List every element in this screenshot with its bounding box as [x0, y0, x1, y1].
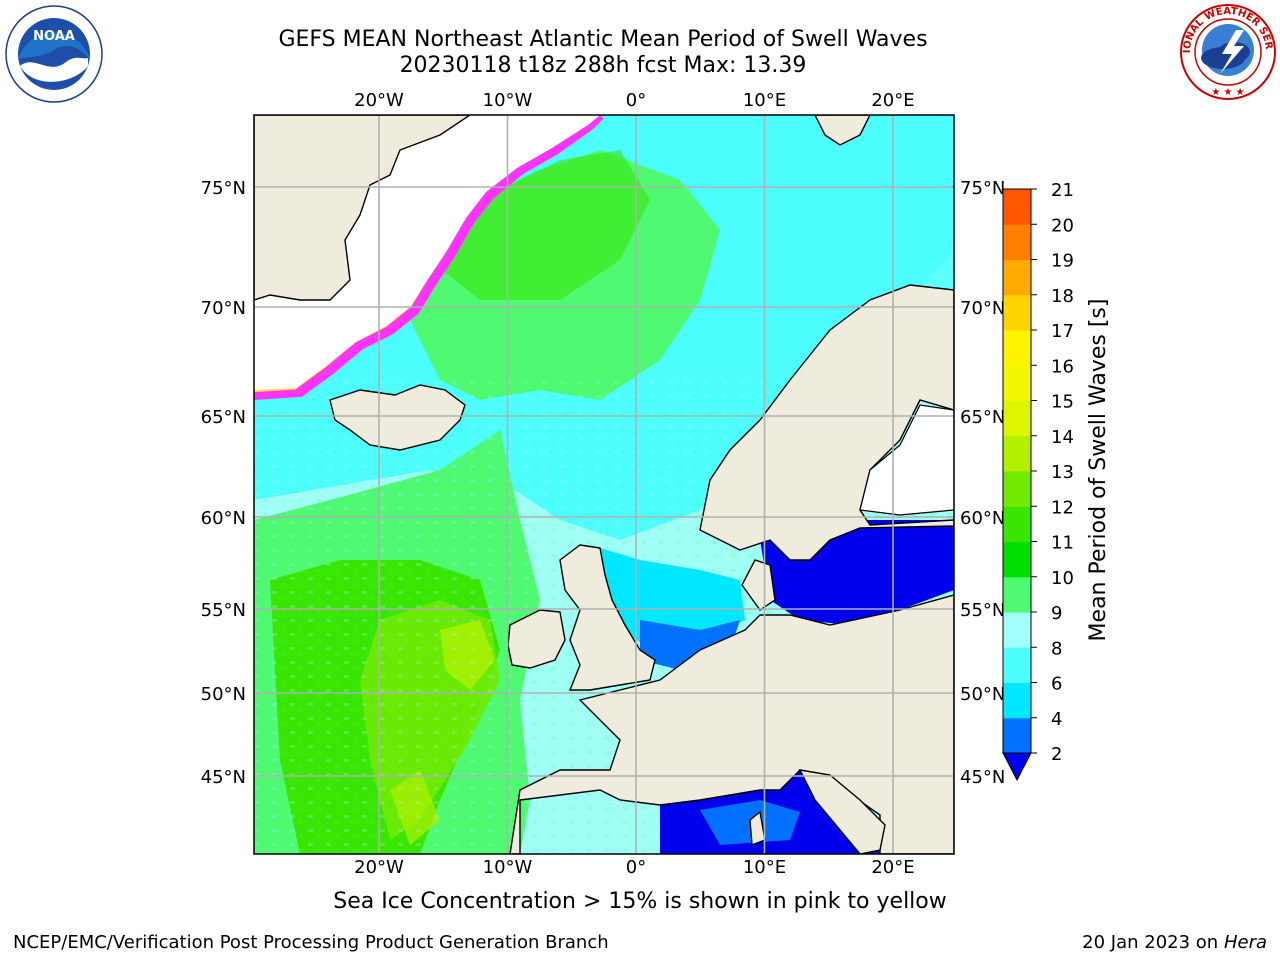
gulf-of-bothnia-ice — [859, 404, 954, 516]
latitude-label: 70°N — [960, 298, 1005, 319]
latitude-label: 60°N — [201, 508, 246, 529]
colorbar-segment — [1003, 330, 1031, 366]
national-weather-service-logo-icon: NATIONAL WEATHER SERVICE ★ ★ ★ — [1178, 2, 1276, 100]
longitude-label: 10°E — [743, 90, 786, 111]
latitude-label: 55°N — [960, 600, 1005, 621]
longitude-label: 10°W — [483, 90, 533, 111]
latitude-label: 75°N — [201, 178, 246, 199]
great-britain — [559, 544, 656, 691]
colorbar-tick-label: 18 — [1051, 286, 1074, 307]
footer-credit: NCEP/EMC/Verification Post Processing Pr… — [13, 932, 609, 953]
colorbar-tick-label: 17 — [1051, 321, 1074, 342]
longitude-labels-top: 20°W 10°W 0° 10°E 20°E — [354, 90, 914, 111]
colorbar-tick-label: 11 — [1051, 533, 1074, 554]
longitude-label: 10°W — [483, 857, 533, 878]
italy — [798, 769, 886, 854]
noaa-logo-text: NOAA — [33, 29, 75, 44]
colorbar-segment — [1003, 365, 1031, 401]
colorbar-segment — [1003, 189, 1031, 225]
latitude-label: 75°N — [960, 178, 1005, 199]
latitude-label: 60°N — [960, 508, 1005, 529]
colorbar-extend-arrow — [1002, 752, 1032, 782]
colorbar-tick-label: 13 — [1051, 462, 1074, 483]
colorbar: 2 4 6 8 9 10 11 12 13 14 15 16 17 18 19 20 21 — [1002, 180, 1074, 782]
swell-region-barents — [760, 115, 954, 300]
colorbar-tick-label: 15 — [1051, 392, 1074, 413]
longitude-label: 20°W — [354, 90, 404, 111]
map-frame — [253, 114, 955, 855]
noaa-logo-icon: NOAA — [5, 5, 103, 103]
longitude-labels-bottom: 20°W 10°W 0° 10°E 20°E — [354, 857, 914, 878]
sea-ice-edge — [254, 115, 604, 400]
footer-date: 20 Jan 2023 on Hera — [1082, 932, 1267, 953]
scandinavia — [699, 284, 954, 561]
colorbar-segment — [1003, 259, 1031, 296]
colorbar-segment — [1003, 682, 1031, 719]
denmark — [741, 559, 776, 611]
latitude-label: 50°N — [960, 684, 1005, 705]
colorbar-segment — [1003, 224, 1031, 260]
colorbar-tick-label: 21 — [1051, 180, 1074, 201]
colorbar-tick-label: 14 — [1051, 427, 1074, 448]
colorbar-tick-label: 12 — [1051, 497, 1074, 518]
iceland — [329, 384, 466, 451]
map-plot-area — [254, 115, 954, 854]
colorbar-segment — [1003, 400, 1031, 437]
land-masses — [254, 115, 954, 854]
sea-ice-caption: Sea Ice Concentration > 15% is shown in … — [333, 889, 947, 914]
colorbar-tick-label: 19 — [1051, 251, 1074, 272]
colorbar-tick-label: 16 — [1051, 356, 1074, 377]
colorbar-tick-label: 8 — [1051, 638, 1062, 659]
longitude-label: 10°E — [743, 857, 786, 878]
colorbar-tick-label: 4 — [1051, 709, 1062, 730]
latitude-labels-right: 75°N 70°N 65°N 60°N 55°N 50°N 45°N — [960, 178, 1005, 788]
longitude-label: 20°E — [871, 857, 914, 878]
latitude-label: 50°N — [201, 684, 246, 705]
longitude-label: 0° — [626, 857, 646, 878]
longitude-label: 0° — [626, 90, 646, 111]
colorbar-segment — [1003, 576, 1031, 613]
colorbar-segment — [1003, 717, 1031, 754]
longitude-label: 20°E — [871, 90, 914, 111]
svg-text:★ ★ ★: ★ ★ ★ — [1211, 87, 1244, 98]
colorbar-segment — [1003, 541, 1031, 578]
longitude-label: 20°W — [354, 857, 404, 878]
greenland — [254, 115, 472, 301]
latitude-label: 55°N — [201, 600, 246, 621]
latitude-label: 70°N — [201, 298, 246, 319]
colorbar-tick-label: 2 — [1051, 744, 1062, 765]
chart-subtitle: 20230118 t18z 288h fcst Max: 13.39 — [399, 53, 807, 78]
continental-europe — [509, 594, 954, 854]
gridlines — [254, 115, 954, 854]
latitude-label: 65°N — [960, 407, 1005, 428]
colorbar-tick-label: 20 — [1051, 215, 1074, 236]
latitude-label: 45°N — [201, 767, 246, 788]
colorbar-segment — [1003, 471, 1031, 507]
colorbar-tick-label: 9 — [1051, 603, 1062, 624]
latitude-labels-left: 75°N 70°N 65°N 60°N 55°N 50°N 45°N — [201, 178, 246, 788]
colorbar-segment — [1003, 612, 1031, 648]
colorbar-segment — [1003, 647, 1031, 683]
footer-date-text: 20 Jan 2023 on — [1082, 932, 1224, 953]
footer-host: Hera — [1223, 932, 1267, 953]
colorbar-label: Mean Period of Swell Waves [s] — [1086, 299, 1111, 642]
ireland — [507, 609, 566, 669]
latitude-label: 45°N — [960, 767, 1005, 788]
colorbar-segment — [1003, 294, 1031, 331]
colorbar-tick-label: 6 — [1051, 674, 1062, 695]
colorbar-segment — [1003, 506, 1031, 542]
chart-title: GEFS MEAN Northeast Atlantic Mean Period… — [278, 27, 928, 52]
svalbard — [814, 115, 871, 146]
swell-region-channel — [640, 620, 740, 670]
colorbar-segment — [1003, 435, 1031, 472]
colorbar-tick-label: 10 — [1051, 568, 1074, 589]
latitude-label: 65°N — [201, 407, 246, 428]
swell-region-north-sea — [590, 545, 745, 650]
